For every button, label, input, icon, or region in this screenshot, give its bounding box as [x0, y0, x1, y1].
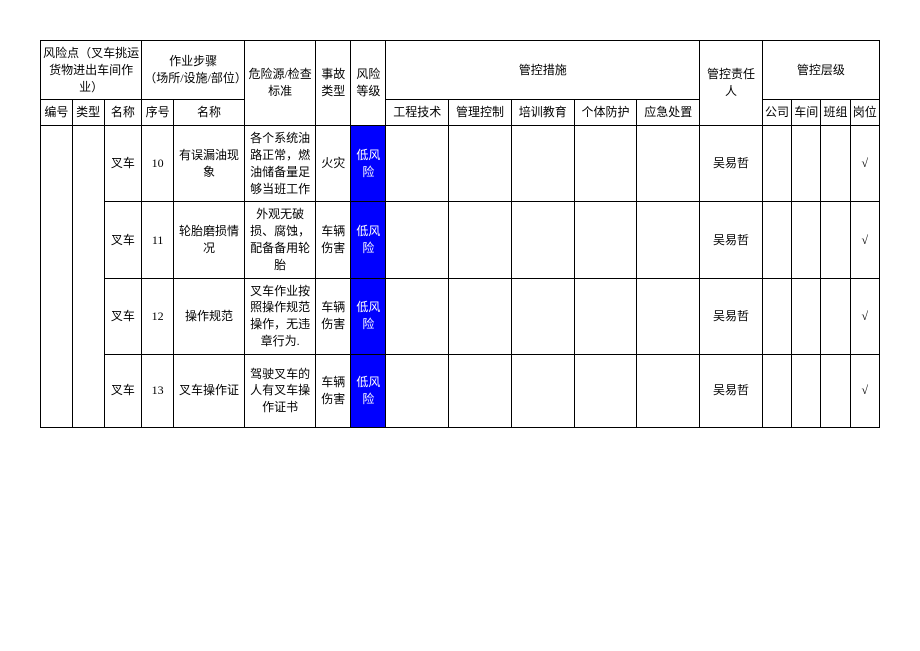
cell-company — [762, 202, 791, 278]
cell-ppe — [574, 278, 637, 354]
cell-workshop — [792, 126, 821, 202]
hdr-team: 班组 — [821, 100, 850, 126]
cell-name: 叉车 — [104, 278, 142, 354]
cell-post: √ — [850, 126, 879, 202]
cell-risk-level: 低风险 — [351, 278, 386, 354]
hdr-company: 公司 — [762, 100, 791, 126]
hdr-name: 名称 — [104, 100, 142, 126]
cell-step-name: 叉车操作证 — [173, 354, 244, 427]
cell-mgmt — [449, 126, 512, 202]
cell-accident: 车辆伤害 — [316, 278, 351, 354]
cell-emergency — [637, 354, 700, 427]
cell-seq: 12 — [142, 278, 174, 354]
cell-workshop — [792, 354, 821, 427]
cell-company — [762, 278, 791, 354]
hdr-level-group: 管控层级 — [762, 41, 879, 100]
cell-category — [72, 126, 104, 428]
cell-step-name: 操作规范 — [173, 278, 244, 354]
table-row: 叉车11轮胎磨损情况外观无破损、腐蚀，配备备用轮胎车辆伤害低风险 吴易哲 √ — [41, 202, 880, 278]
hdr-person: 管控责任人 — [700, 41, 763, 126]
cell-accident: 车辆伤害 — [316, 202, 351, 278]
hdr-accident: 事故类型 — [316, 41, 351, 126]
table-row: 叉车10有误漏油现象各个系统油路正常，燃油储备量足够当班工作火灾低风险 吴易哲 √ — [41, 126, 880, 202]
cell-ppe — [574, 354, 637, 427]
cell-number — [41, 126, 73, 428]
cell-emergency — [637, 202, 700, 278]
cell-workshop — [792, 278, 821, 354]
hdr-mgmt: 管理控制 — [449, 100, 512, 126]
hdr-workshop: 车间 — [792, 100, 821, 126]
cell-company — [762, 126, 791, 202]
cell-team — [821, 278, 850, 354]
cell-person: 吴易哲 — [700, 354, 763, 427]
hdr-category: 类型 — [72, 100, 104, 126]
cell-eng-tech — [386, 354, 449, 427]
risk-table: 风险点（叉车挑运货物进出车间作业） 作业步骤 （场所/设施/部位） 危险源/检查… — [40, 40, 880, 428]
hdr-step-name: 名称 — [173, 100, 244, 126]
cell-emergency — [637, 278, 700, 354]
cell-training — [511, 278, 574, 354]
cell-training — [511, 126, 574, 202]
cell-training — [511, 354, 574, 427]
hdr-number: 编号 — [41, 100, 73, 126]
cell-ppe — [574, 202, 637, 278]
cell-post: √ — [850, 278, 879, 354]
hdr-work-step: 作业步骤 （场所/设施/部位） — [142, 41, 245, 100]
cell-risk-level: 低风险 — [351, 126, 386, 202]
cell-training — [511, 202, 574, 278]
cell-post: √ — [850, 202, 879, 278]
cell-workshop — [792, 202, 821, 278]
cell-name: 叉车 — [104, 126, 142, 202]
cell-seq: 13 — [142, 354, 174, 427]
cell-mgmt — [449, 278, 512, 354]
hdr-measures: 管控措施 — [386, 41, 700, 100]
cell-emergency — [637, 126, 700, 202]
cell-name: 叉车 — [104, 202, 142, 278]
hdr-ppe: 个体防护 — [574, 100, 637, 126]
cell-mgmt — [449, 354, 512, 427]
cell-hazard: 外观无破损、腐蚀，配备备用轮胎 — [245, 202, 316, 278]
cell-post: √ — [850, 354, 879, 427]
cell-person: 吴易哲 — [700, 126, 763, 202]
cell-eng-tech — [386, 278, 449, 354]
hdr-risk-point: 风险点（叉车挑运货物进出车间作业） — [41, 41, 142, 100]
hdr-seq: 序号 — [142, 100, 174, 126]
hdr-hazard: 危险源/检查标准 — [245, 41, 316, 126]
cell-eng-tech — [386, 202, 449, 278]
hdr-post: 岗位 — [850, 100, 879, 126]
cell-hazard: 各个系统油路正常，燃油储备量足够当班工作 — [245, 126, 316, 202]
cell-seq: 10 — [142, 126, 174, 202]
hdr-eng-tech: 工程技术 — [386, 100, 449, 126]
cell-mgmt — [449, 202, 512, 278]
cell-risk-level: 低风险 — [351, 354, 386, 427]
table-body: 叉车10有误漏油现象各个系统油路正常，燃油储备量足够当班工作火灾低风险吴易哲√叉… — [41, 126, 880, 428]
hdr-risk-level: 风险等级 — [351, 41, 386, 126]
cell-ppe — [574, 126, 637, 202]
cell-person: 吴易哲 — [700, 202, 763, 278]
table-row: 叉车12操作规范叉车作业按照操作规范操作，无违章行为.车辆伤害低风险 吴易哲 √ — [41, 278, 880, 354]
cell-hazard: 叉车作业按照操作规范操作，无违章行为. — [245, 278, 316, 354]
hdr-training: 培训教育 — [511, 100, 574, 126]
cell-hazard: 驾驶叉车的人有叉车操作证书 — [245, 354, 316, 427]
cell-company — [762, 354, 791, 427]
cell-name: 叉车 — [104, 354, 142, 427]
cell-risk-level: 低风险 — [351, 202, 386, 278]
cell-step-name: 有误漏油现象 — [173, 126, 244, 202]
cell-eng-tech — [386, 126, 449, 202]
cell-team — [821, 354, 850, 427]
cell-team — [821, 126, 850, 202]
cell-accident: 火灾 — [316, 126, 351, 202]
cell-step-name: 轮胎磨损情况 — [173, 202, 244, 278]
table-row: 叉车13叉车操作证驾驶叉车的人有叉车操作证书车辆伤害低风险 吴易哲 √ — [41, 354, 880, 427]
cell-seq: 11 — [142, 202, 174, 278]
cell-team — [821, 202, 850, 278]
hdr-emergency: 应急处置 — [637, 100, 700, 126]
cell-accident: 车辆伤害 — [316, 354, 351, 427]
cell-person: 吴易哲 — [700, 278, 763, 354]
